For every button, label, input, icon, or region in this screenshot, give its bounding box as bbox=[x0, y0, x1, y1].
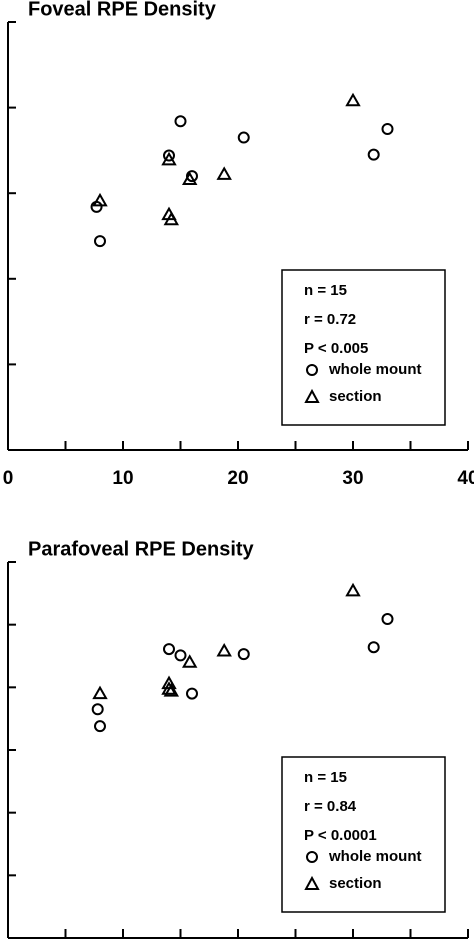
data-point bbox=[161, 151, 177, 166]
annotation: n = 15 bbox=[304, 769, 347, 786]
data-point bbox=[174, 115, 187, 128]
legend-label: section bbox=[329, 875, 382, 892]
legend-box bbox=[281, 269, 446, 426]
chart-title: Foveal RPE Density bbox=[28, 0, 217, 20]
data-point bbox=[367, 148, 380, 161]
data-point bbox=[345, 582, 361, 597]
legend-label: whole mount bbox=[328, 361, 422, 378]
data-point bbox=[181, 171, 198, 186]
data-point bbox=[163, 211, 180, 226]
legend-box bbox=[281, 756, 446, 913]
data-point bbox=[186, 170, 198, 183]
x-tick-label: 30 bbox=[342, 468, 363, 489]
data-point bbox=[163, 643, 175, 656]
annotation: r = 0.72 bbox=[304, 311, 356, 328]
x-tick-label: 20 bbox=[227, 468, 248, 489]
legend-label: section bbox=[329, 388, 382, 405]
data-point bbox=[163, 683, 180, 697]
legend-marker bbox=[306, 364, 318, 376]
legend-marker bbox=[304, 875, 320, 890]
data-point bbox=[345, 92, 361, 107]
data-point bbox=[181, 654, 198, 668]
x-tick-label: 10 bbox=[112, 468, 133, 489]
data-point bbox=[367, 641, 380, 654]
data-point bbox=[92, 685, 108, 700]
data-point bbox=[216, 166, 232, 180]
data-point bbox=[186, 687, 198, 700]
chart-title: Parafoveal RPE Density bbox=[28, 538, 255, 560]
data-point bbox=[91, 703, 104, 716]
data-point bbox=[90, 200, 103, 213]
data-point bbox=[381, 123, 394, 135]
data-point bbox=[92, 192, 108, 207]
legend-marker bbox=[306, 851, 318, 863]
annotation: P < 0.0001 bbox=[304, 827, 377, 844]
data-point bbox=[216, 642, 232, 657]
data-point bbox=[174, 649, 187, 662]
data-point bbox=[381, 613, 394, 626]
x-tick-label: 0 bbox=[3, 468, 14, 489]
annotation: r = 0.84 bbox=[304, 798, 357, 815]
x-tick-label: 40 bbox=[457, 468, 474, 489]
data-point bbox=[94, 720, 106, 733]
data-point bbox=[237, 131, 250, 144]
data-point bbox=[163, 149, 175, 162]
data-point bbox=[237, 648, 250, 661]
data-point bbox=[94, 235, 106, 248]
legend-marker bbox=[304, 388, 320, 403]
legend-label: whole mount bbox=[328, 848, 422, 865]
annotation: n = 15 bbox=[304, 282, 347, 299]
annotation: P < 0.005 bbox=[304, 340, 368, 357]
data-point bbox=[161, 681, 177, 695]
